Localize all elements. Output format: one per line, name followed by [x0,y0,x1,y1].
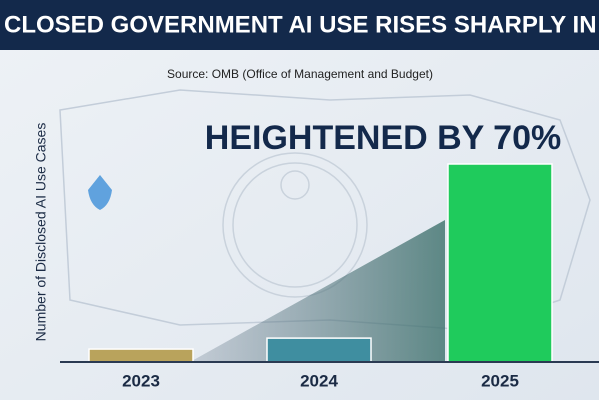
bar [88,348,194,363]
map-outline [59,89,591,331]
bar [447,163,553,363]
chart-title: CLOSED GOVERNMENT AI USE RISES SHARPLY I… [4,11,599,38]
x-tick-label: 2023 [122,371,160,390]
chart-subtitle: Source: OMB (Office of Management and Bu… [167,67,433,81]
x-tick-label: 2025 [481,371,519,390]
y-axis-label: Number of Disclosed AI Use Cases [33,123,49,342]
x-tick-label: 2024 [300,371,338,390]
header-band [0,0,599,50]
growth-wedge [190,220,445,362]
shield-icon [88,175,112,210]
annotation: HEIGHTENED BY 70% [205,119,561,157]
seal [222,152,368,298]
bar [266,337,372,363]
